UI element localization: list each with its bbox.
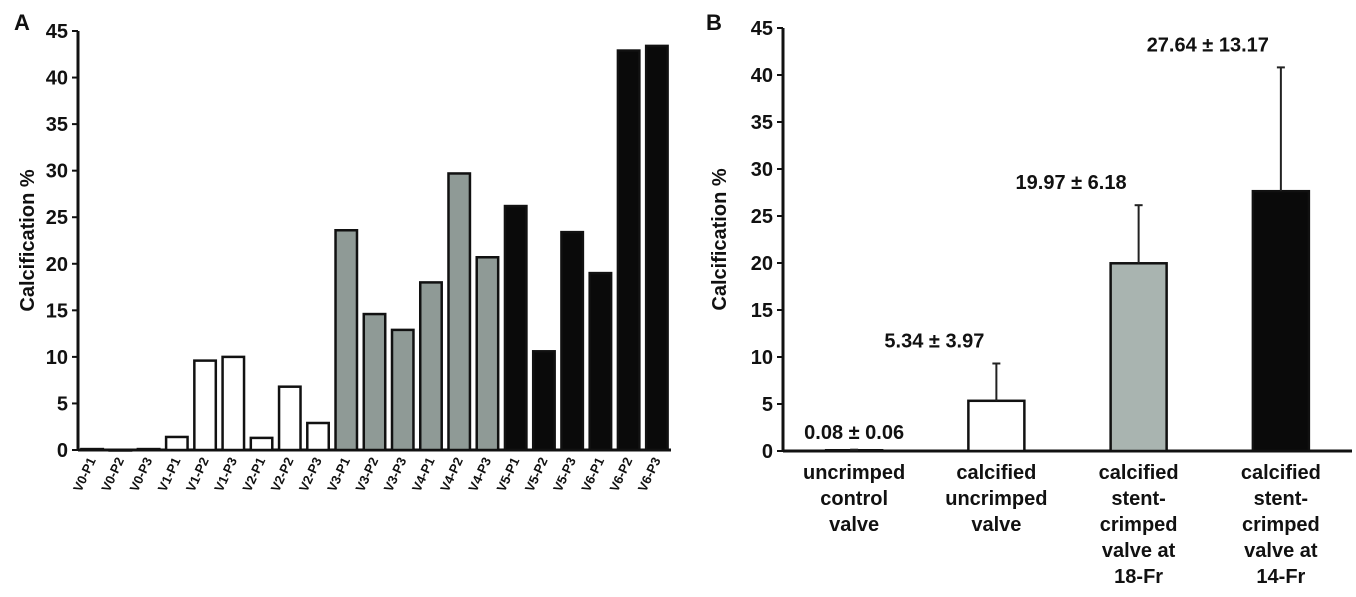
x-tick-label: V1-P2 — [183, 455, 212, 494]
bar-v3-p2 — [362, 312, 387, 452]
bar-group-2 — [967, 399, 1026, 453]
data-label: 27.64 ± 13.17 — [1147, 34, 1269, 56]
x-tick-label: V3-P1 — [324, 455, 353, 494]
bar-v6-p1 — [588, 271, 613, 452]
x-tick-label: V3-P2 — [352, 455, 381, 494]
bar-v2-p3 — [306, 421, 331, 452]
y-tick-label: 0 — [57, 440, 68, 462]
x-tick-label: V1-P1 — [155, 455, 184, 494]
bar-v1-p2 — [193, 359, 218, 452]
y-tick-label: 35 — [46, 114, 68, 136]
bar-v5-p1 — [503, 204, 528, 452]
x-tick-label: V3-P3 — [381, 455, 410, 494]
x-tick-label: V5-P3 — [550, 455, 579, 494]
y-tick-label: 35 — [751, 112, 773, 134]
x-category-label: 18-Fr — [1114, 566, 1163, 588]
x-category-label: calcified — [956, 462, 1036, 484]
x-tick-label: V5-P1 — [494, 455, 523, 494]
y-tick-label: 5 — [57, 393, 68, 415]
x-tick-label: V4-P1 — [409, 455, 438, 494]
x-category-label: uncrimped — [945, 488, 1047, 510]
bar-v4-p2 — [447, 172, 472, 452]
x-category-label: stent- — [1254, 488, 1308, 510]
bar-group-4 — [1251, 189, 1311, 453]
y-tick-label: 25 — [751, 206, 773, 228]
bar-v0-p3 — [136, 447, 161, 452]
x-tick-label: V2-P2 — [268, 455, 297, 494]
x-tick-label: V5-P2 — [522, 455, 551, 494]
data-label: 19.97 ± 6.18 — [1016, 172, 1127, 194]
x-tick-label: V4-P2 — [437, 455, 466, 494]
bar-v2-p2 — [277, 385, 302, 452]
x-tick-label: V6-P2 — [606, 455, 635, 494]
x-category-label: crimped — [1100, 514, 1178, 536]
data-label: 5.34 ± 3.97 — [884, 330, 984, 352]
x-category-label: crimped — [1242, 514, 1320, 536]
y-tick-label: 40 — [751, 65, 773, 87]
y-tick-label: 45 — [751, 18, 773, 40]
bar-v3-p3 — [390, 328, 415, 452]
x-category-label: uncrimped — [803, 462, 905, 484]
y-tick-label: 10 — [751, 347, 773, 369]
x-tick-label: V6-P3 — [635, 455, 664, 494]
y-tick-label: 20 — [751, 253, 773, 275]
y-tick-label: 15 — [46, 300, 68, 322]
bar-v5-p2 — [531, 350, 556, 452]
x-category-label: control — [820, 488, 888, 510]
bar-v0-p1 — [80, 447, 105, 452]
x-category-label: calcified — [1241, 462, 1321, 484]
bar-v4-p3 — [475, 256, 500, 452]
y-tick-label: 5 — [762, 394, 773, 416]
x-category-label: 14-Fr — [1256, 566, 1305, 588]
bar-v2-p1 — [249, 436, 274, 452]
x-category-label: valve — [829, 514, 879, 536]
y-tick-label: 30 — [751, 159, 773, 181]
bar-v1-p3 — [221, 355, 246, 452]
x-tick-label: V2-P3 — [296, 455, 325, 494]
bar-v0-p2 — [108, 448, 133, 452]
y-tick-label: 15 — [751, 300, 773, 322]
y-tick-label: 30 — [46, 161, 68, 183]
data-label: 0.08 ± 0.06 — [804, 422, 904, 444]
y-tick-label: 10 — [46, 347, 68, 369]
y-tick-label: 45 — [46, 21, 68, 43]
y-axis-label: Calcification % — [17, 169, 39, 311]
bar-group-3 — [1109, 262, 1168, 453]
bar-v5-p3 — [560, 230, 585, 452]
x-tick-label: V2-P1 — [239, 455, 268, 494]
bar-v1-p1 — [164, 435, 189, 452]
panel-a-letter: A — [14, 10, 30, 35]
x-tick-label: V1-P3 — [211, 455, 240, 494]
x-tick-label: V0-P3 — [126, 455, 155, 494]
x-tick-label: V0-P2 — [98, 455, 127, 494]
x-category-label: valve — [971, 514, 1021, 536]
x-category-label: stent- — [1111, 488, 1165, 510]
x-category-label: valve at — [1244, 540, 1318, 562]
panel-b-chart: 0 5 10 15 20 25 30 35 40 45 Calcification % 0.08 ± … — [709, 18, 1352, 588]
panel-b-letter: B — [706, 10, 722, 35]
y-tick-label: 20 — [46, 254, 68, 276]
x-tick-label: V4-P3 — [465, 455, 494, 494]
y-axis-label: Calcification % — [709, 168, 731, 310]
y-tick-label: 40 — [46, 68, 68, 90]
bar-v3-p1 — [334, 229, 359, 452]
x-tick-label: V0-P1 — [70, 455, 99, 494]
y-tick-label: 25 — [46, 207, 68, 229]
x-category-label: calcified — [1099, 462, 1179, 484]
bar-v6-p2 — [616, 49, 641, 452]
y-tick-label: 0 — [762, 441, 773, 463]
x-category-label: valve at — [1102, 540, 1176, 562]
bar-v6-p3 — [644, 44, 669, 452]
bar-v4-p1 — [418, 281, 443, 452]
x-tick-label: V6-P1 — [578, 455, 607, 494]
